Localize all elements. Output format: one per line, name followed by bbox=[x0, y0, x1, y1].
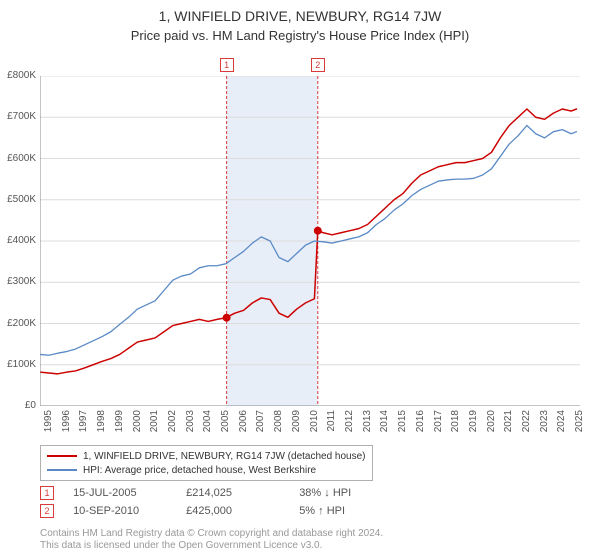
x-tick-label: 2004 bbox=[202, 410, 213, 440]
x-tick-label: 2021 bbox=[503, 410, 514, 440]
x-tick-label: 2012 bbox=[344, 410, 355, 440]
x-tick-label: 2005 bbox=[220, 410, 231, 440]
transaction-delta: 5% ↑ HPI bbox=[299, 505, 409, 517]
x-tick-label: 2001 bbox=[149, 410, 160, 440]
legend-label: HPI: Average price, detached house, West… bbox=[83, 465, 316, 476]
x-tick-label: 1996 bbox=[61, 410, 72, 440]
y-tick-label: £600K bbox=[2, 153, 36, 164]
x-tick-label: 2010 bbox=[309, 410, 320, 440]
x-tick-label: 2002 bbox=[167, 410, 178, 440]
table-row: 2 10-SEP-2010 £425,000 5% ↑ HPI bbox=[40, 504, 409, 522]
x-tick-label: 2022 bbox=[521, 410, 532, 440]
x-tick-label: 2011 bbox=[326, 410, 337, 440]
transaction-marker: 1 bbox=[40, 486, 54, 500]
x-tick-label: 2000 bbox=[132, 410, 143, 440]
transaction-price: £214,025 bbox=[186, 487, 296, 499]
footnote-line: Contains HM Land Registry data © Crown c… bbox=[40, 528, 383, 539]
x-tick-label: 2025 bbox=[574, 410, 585, 440]
x-tick-label: 1999 bbox=[114, 410, 125, 440]
y-tick-label: £500K bbox=[2, 194, 36, 205]
x-tick-label: 2015 bbox=[397, 410, 408, 440]
legend-swatch bbox=[47, 469, 77, 471]
x-tick-label: 2023 bbox=[539, 410, 550, 440]
transaction-delta: 38% ↓ HPI bbox=[299, 487, 409, 499]
x-tick-label: 2016 bbox=[415, 410, 426, 440]
legend-item-price-paid: 1, WINFIELD DRIVE, NEWBURY, RG14 7JW (de… bbox=[47, 449, 366, 463]
transaction-price: £425,000 bbox=[186, 505, 296, 517]
x-tick-label: 2018 bbox=[450, 410, 461, 440]
x-tick-label: 1998 bbox=[96, 410, 107, 440]
event-marker: 1 bbox=[220, 58, 234, 72]
x-tick-label: 2007 bbox=[255, 410, 266, 440]
transaction-date: 15-JUL-2005 bbox=[73, 487, 183, 499]
x-tick-label: 2020 bbox=[486, 410, 497, 440]
x-tick-label: 2014 bbox=[379, 410, 390, 440]
y-tick-label: £400K bbox=[2, 235, 36, 246]
x-tick-label: 2019 bbox=[468, 410, 479, 440]
x-tick-label: 1997 bbox=[78, 410, 89, 440]
legend-item-hpi: HPI: Average price, detached house, West… bbox=[47, 463, 366, 477]
y-tick-label: £700K bbox=[2, 111, 36, 122]
transaction-marker: 2 bbox=[40, 504, 54, 518]
x-tick-label: 2017 bbox=[433, 410, 444, 440]
chart-subtitle: Price paid vs. HM Land Registry's House … bbox=[0, 28, 600, 43]
x-tick-label: 2009 bbox=[291, 410, 302, 440]
transaction-date: 10-SEP-2010 bbox=[73, 505, 183, 517]
footnote-line: This data is licensed under the Open Gov… bbox=[40, 540, 322, 551]
y-tick-label: £100K bbox=[2, 359, 36, 370]
y-tick-label: £200K bbox=[2, 318, 36, 329]
x-tick-label: 2006 bbox=[238, 410, 249, 440]
x-tick-label: 2008 bbox=[273, 410, 284, 440]
x-tick-label: 1995 bbox=[43, 410, 54, 440]
transaction-table: 1 15-JUL-2005 £214,025 38% ↓ HPI 2 10-SE… bbox=[40, 486, 409, 522]
legend-swatch bbox=[47, 455, 77, 457]
chart-title: 1, WINFIELD DRIVE, NEWBURY, RG14 7JW bbox=[0, 8, 600, 24]
x-tick-label: 2024 bbox=[556, 410, 567, 440]
legend-label: 1, WINFIELD DRIVE, NEWBURY, RG14 7JW (de… bbox=[83, 451, 366, 462]
x-tick-label: 2003 bbox=[185, 410, 196, 440]
price-chart bbox=[40, 76, 580, 406]
legend: 1, WINFIELD DRIVE, NEWBURY, RG14 7JW (de… bbox=[40, 445, 373, 481]
y-tick-label: £800K bbox=[2, 70, 36, 81]
table-row: 1 15-JUL-2005 £214,025 38% ↓ HPI bbox=[40, 486, 409, 504]
attribution-note: Contains HM Land Registry data © Crown c… bbox=[40, 528, 580, 552]
y-tick-label: £0 bbox=[2, 400, 36, 411]
event-marker: 2 bbox=[311, 58, 325, 72]
y-tick-label: £300K bbox=[2, 276, 36, 287]
x-tick-label: 2013 bbox=[362, 410, 373, 440]
